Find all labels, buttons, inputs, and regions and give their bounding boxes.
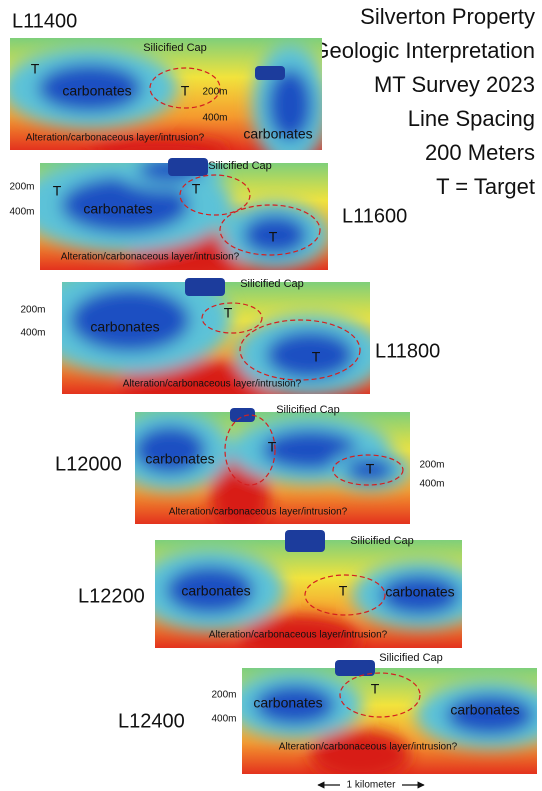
target-label: T: [31, 61, 40, 77]
title-line: MT Survey 2023: [374, 72, 535, 97]
line-label: L12400: [118, 710, 185, 732]
carbonates-label: carbonates: [253, 695, 322, 711]
title-line: Line Spacing: [408, 106, 535, 131]
depth-label: 200m: [20, 305, 45, 316]
line-label: L12200: [78, 585, 145, 607]
cap-label: Silicified Cap: [208, 160, 272, 172]
carbonates-label: carbonates: [181, 583, 250, 599]
carbonates-label: carbonates: [385, 584, 454, 600]
resistivity-section: [136, 540, 488, 665]
cap-label: Silicified Cap: [276, 404, 340, 416]
depth-label: 400m: [211, 714, 236, 725]
silicified-cap: [185, 278, 225, 296]
target-label: T: [192, 181, 201, 197]
target-label: T: [224, 305, 233, 321]
alteration-label: Alteration/carbonaceous layer/intrusion?: [169, 507, 348, 518]
scale-label: 1 kilometer: [347, 780, 397, 791]
section-panel: L12200 Silicified Cap Alteration/carbonace…: [78, 530, 488, 665]
section-panel: L12000 Silicified Cap Alteration/carbonace…: [55, 404, 445, 535]
carbonates-label: carbonates: [83, 201, 152, 217]
silicified-cap: [285, 530, 325, 552]
line-label: L11800: [375, 340, 440, 362]
alteration-label: Alteration/carbonaceous layer/intrusion?: [26, 133, 205, 144]
target-label: T: [53, 183, 62, 199]
carbonates-label: carbonates: [243, 126, 312, 142]
depth-label: 200m: [419, 460, 444, 471]
title-line: Geologic Interpretation: [312, 38, 535, 63]
cap-label: Silicified Cap: [350, 535, 414, 547]
alteration-label: Alteration/carbonaceous layer/intrusion?: [123, 379, 302, 390]
cap-label: Silicified Cap: [143, 42, 207, 54]
silicified-cap: [230, 408, 255, 422]
target-label: T: [312, 349, 321, 365]
resistivity-section: [228, 668, 542, 780]
title-line: 200 Meters: [425, 140, 535, 165]
line-label: L11600: [342, 205, 407, 227]
section-panel: L12400 Silicified Cap Alteration/carbonace…: [118, 652, 542, 780]
section-panel: L11800 Silicified Cap Alteration/carbonace…: [20, 266, 440, 410]
carbonates-label: carbonates: [450, 702, 519, 718]
depth-label: 200m: [9, 182, 34, 193]
resistivity-section: [2, 38, 328, 166]
depth-label: 400m: [202, 113, 227, 124]
conductor: [310, 730, 410, 780]
section-panel: L11600 Silicified Cap Alteration/carbonace…: [9, 150, 407, 280]
target-label: T: [268, 439, 277, 455]
target-label: T: [269, 229, 278, 245]
depth-label: 200m: [202, 87, 227, 98]
alteration-label: Alteration/carbonaceous layer/intrusion?: [61, 252, 240, 263]
cap-label: Silicified Cap: [379, 652, 443, 664]
section-panel: L11400 Silicified Cap Alteration/carbonace…: [2, 10, 328, 166]
silicified-cap: [255, 66, 285, 80]
page: {"title_lines": ["Silverton Property", "…: [0, 0, 542, 791]
depth-label: 200m: [211, 690, 236, 701]
resistor-core: [266, 331, 354, 379]
carbonates-label: carbonates: [90, 319, 159, 335]
target-label: T: [339, 583, 348, 599]
alteration-label: Alteration/carbonaceous layer/intrusion?: [279, 742, 458, 753]
depth-label: 400m: [9, 207, 34, 218]
carbonates-label: carbonates: [145, 451, 214, 467]
target-label: T: [366, 461, 375, 477]
title-line: T = Target: [436, 174, 535, 199]
target-label: T: [181, 83, 190, 99]
depth-label: 400m: [419, 479, 444, 490]
cap-label: Silicified Cap: [240, 278, 304, 290]
target-label: T: [371, 681, 380, 697]
line-label: L11400: [12, 10, 77, 32]
alteration-label: Alteration/carbonaceous layer/intrusion?: [209, 630, 388, 641]
figure: 1 kilometer Silverton Property Geologic I…: [0, 0, 542, 791]
carbonates-label: carbonates: [62, 83, 131, 99]
line-label: L12000: [55, 453, 122, 475]
silicified-cap: [168, 158, 208, 176]
depth-label: 400m: [20, 328, 45, 339]
title-line: Silverton Property: [360, 4, 535, 29]
